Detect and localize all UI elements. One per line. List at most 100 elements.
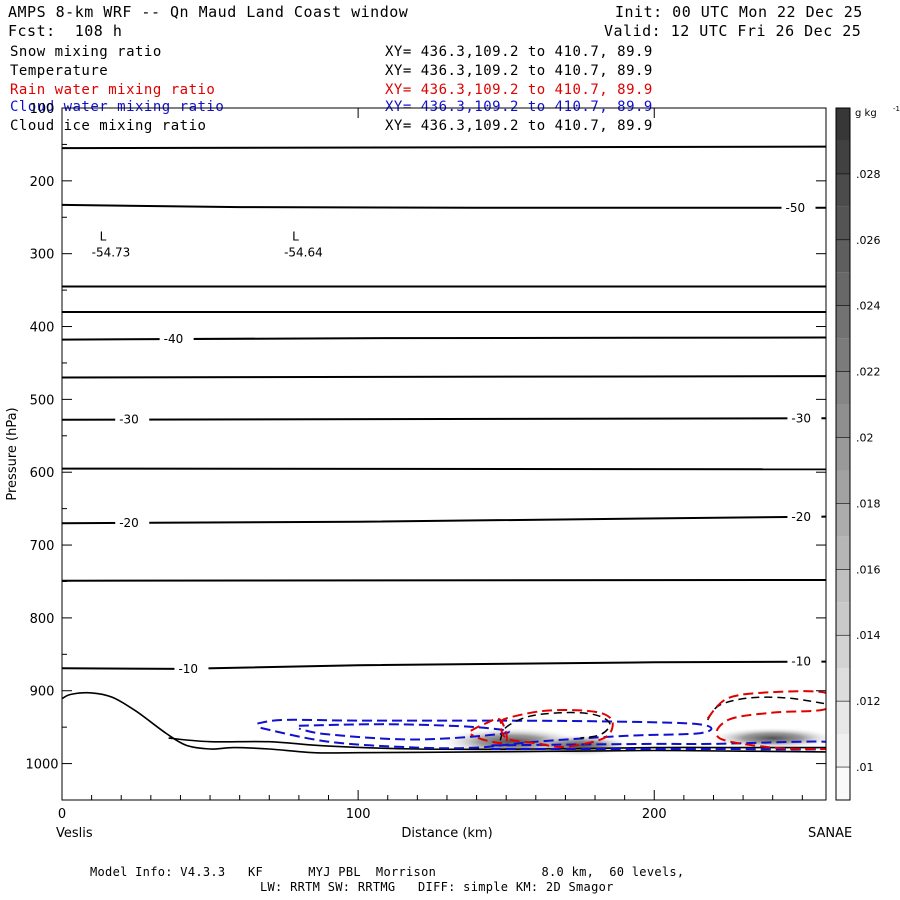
colorbar-segment-19 — [836, 140, 850, 174]
isotherm-label-bg-10-0 — [174, 661, 209, 676]
x-axis-label: Distance (km) — [401, 826, 492, 841]
colorbar-tick-label-.028: .028 — [856, 168, 881, 181]
field-name-rain: Rain water mixing ratio — [10, 82, 216, 98]
colorbar-tick-label-.026: .026 — [856, 234, 881, 247]
isotherm-label-bg-6-1 — [787, 411, 822, 426]
isotherm-label-bg-8-1 — [787, 509, 822, 524]
colorbar-tick-label-.024: .024 — [856, 300, 881, 313]
colorbar-segment-11 — [836, 404, 850, 438]
colorbar-unit-exponent: -1 — [893, 105, 900, 113]
y-axis-label: Pressure (hPa) — [5, 407, 20, 500]
y-tick-label-900: 900 — [30, 685, 55, 700]
isotherm-label-1-0: -50 — [786, 201, 806, 215]
colorbar-segment-16 — [836, 239, 850, 273]
isotherm-label-bg-1-0 — [781, 200, 816, 215]
y-tick-label-400: 400 — [30, 321, 55, 336]
field-name-cloud-water: Cloud water mixing ratio — [10, 99, 225, 115]
model-info-line-2: LW: RRTM SW: RRTMG DIFF: simple KM: 2D S… — [260, 880, 614, 894]
y-tick-label-100: 100 — [30, 102, 55, 117]
isotherm-1 — [62, 203, 826, 209]
colorbar-segment-10 — [836, 437, 850, 471]
colorbar-segment-4 — [836, 635, 850, 669]
isotherm-6 — [62, 417, 826, 421]
isotherm-label-8-0: -20 — [119, 516, 139, 530]
snow-contour-0 — [499, 711, 611, 741]
isotherm-0 — [62, 145, 826, 150]
plot-frame — [61, 107, 827, 801]
x-tick-label-100: 100 — [346, 807, 371, 822]
colorbar-segment-12 — [836, 371, 850, 405]
model-info-line-1: Model Info: V4.3.3 KF MYJ PBL Morrison 8… — [90, 865, 685, 879]
colorbar-segment-18 — [836, 173, 850, 207]
colorbar-segment-3 — [836, 668, 850, 702]
colorbar-tick-label-.014: .014 — [856, 629, 881, 642]
isotherm-label-8-1: -20 — [791, 510, 811, 524]
rain-water-contour-0 — [499, 709, 614, 748]
y-tick-label-700: 700 — [30, 539, 55, 554]
colorbar-tick-label-.018: .018 — [856, 497, 881, 510]
field-name-cloud-ice: Cloud ice mixing ratio — [10, 118, 207, 134]
isotherm-label-bg-10-1 — [787, 654, 822, 669]
colorbar-tick-label-.022: .022 — [856, 366, 881, 379]
y-tick-label-200: 200 — [30, 175, 55, 190]
colorbar-tick-label-.016: .016 — [856, 563, 881, 576]
snow-shade-blob-2 — [707, 727, 826, 750]
isotherm-label-6-0: -30 — [119, 413, 139, 427]
isotherm-label-6-1: -30 — [791, 411, 811, 425]
isotherm-10 — [62, 660, 826, 670]
x-tick-label-200: 200 — [642, 807, 667, 822]
colorbar-segment-1 — [836, 734, 850, 768]
chart-title: AMPS 8-km WRF -- Qn Maud Land Coast wind… — [8, 3, 409, 21]
terrain-upper-line — [62, 691, 826, 754]
y-tick-label-1000: 1000 — [25, 758, 58, 773]
colorbar-segment-13 — [836, 338, 850, 372]
isotherm-9 — [62, 579, 826, 582]
colorbar-segment-9 — [836, 470, 850, 504]
colorbar-segment-20 — [836, 108, 850, 141]
colorbar-segment-17 — [836, 206, 850, 240]
y-tick-label-300: 300 — [30, 248, 55, 263]
rain-water-contour-1 — [470, 717, 508, 745]
forecast-hour: Fcst: 108 h — [8, 22, 123, 40]
x-tick-label-0: 0 — [58, 807, 66, 822]
terrain-lower-line — [168, 737, 826, 751]
cloud-water-contour-2 — [491, 740, 826, 751]
y-tick-label-600: 600 — [30, 466, 55, 481]
field-name-snow: Snow mixing ratio — [10, 44, 162, 60]
left-endpoint-label: Veslis — [56, 826, 93, 841]
isotherm-label-10-0: -10 — [178, 662, 198, 676]
colorbar-segment-14 — [836, 305, 850, 339]
rain-water-contour-2 — [706, 690, 826, 750]
colorbar-segment-0 — [836, 767, 850, 800]
isotherm-label-4-0: -40 — [164, 332, 184, 346]
colorbar-segment-6 — [836, 569, 850, 603]
colorbar-tick-label-.01: .01 — [856, 761, 874, 774]
isotherm-7 — [62, 467, 826, 471]
y-tick-label-800: 800 — [30, 612, 55, 627]
cloud-water-contour-0 — [257, 718, 713, 750]
low-marker-0: L — [100, 229, 107, 243]
colorbar-segment-7 — [836, 536, 850, 570]
contour-labels: -50 -40 -30 -30 -20 -20 -10 -10 L -54.73 L -54.64 — [92, 200, 822, 676]
isotherm-5 — [62, 375, 826, 379]
snow-contour-1 — [706, 696, 826, 721]
valid-time: Valid: 12 UTC Fri 26 Dec 25 — [604, 22, 862, 40]
isotherm-label-bg-8-0 — [115, 515, 150, 530]
right-endpoint-label: SANAE — [808, 826, 852, 841]
temperature-contours — [62, 145, 826, 670]
hydrometeor-contours — [257, 690, 826, 751]
isotherm-label-bg-4-0 — [159, 332, 194, 347]
field-xy-temperature: XY= 436.3,109.2 to 410.7, 89.9 — [385, 63, 653, 79]
isotherm-label-10-1: -10 — [791, 655, 811, 669]
low-value-1: -54.64 — [284, 245, 323, 259]
y-tick-label-500: 500 — [30, 393, 55, 408]
field-name-temperature: Temperature — [10, 63, 109, 79]
field-xy-cloud-water: XY= 436.3,109.2 to 410.7, 89.9 — [385, 99, 653, 115]
field-xy-rain: XY= 436.3,109.2 to 410.7, 89.9 — [385, 82, 653, 98]
colorbar-segment-8 — [836, 503, 850, 537]
low-marker-1: L — [292, 229, 299, 243]
init-time: Init: 00 UTC Mon 22 Dec 25 — [615, 3, 863, 21]
isotherm-8 — [62, 515, 826, 525]
colorbar: .01 .012 .014 .016 .018 .02 .022 .024 .026 .028 g … — [835, 105, 900, 801]
